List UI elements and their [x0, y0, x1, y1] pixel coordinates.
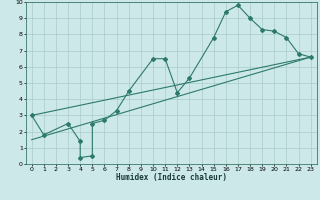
X-axis label: Humidex (Indice chaleur): Humidex (Indice chaleur)	[116, 173, 227, 182]
